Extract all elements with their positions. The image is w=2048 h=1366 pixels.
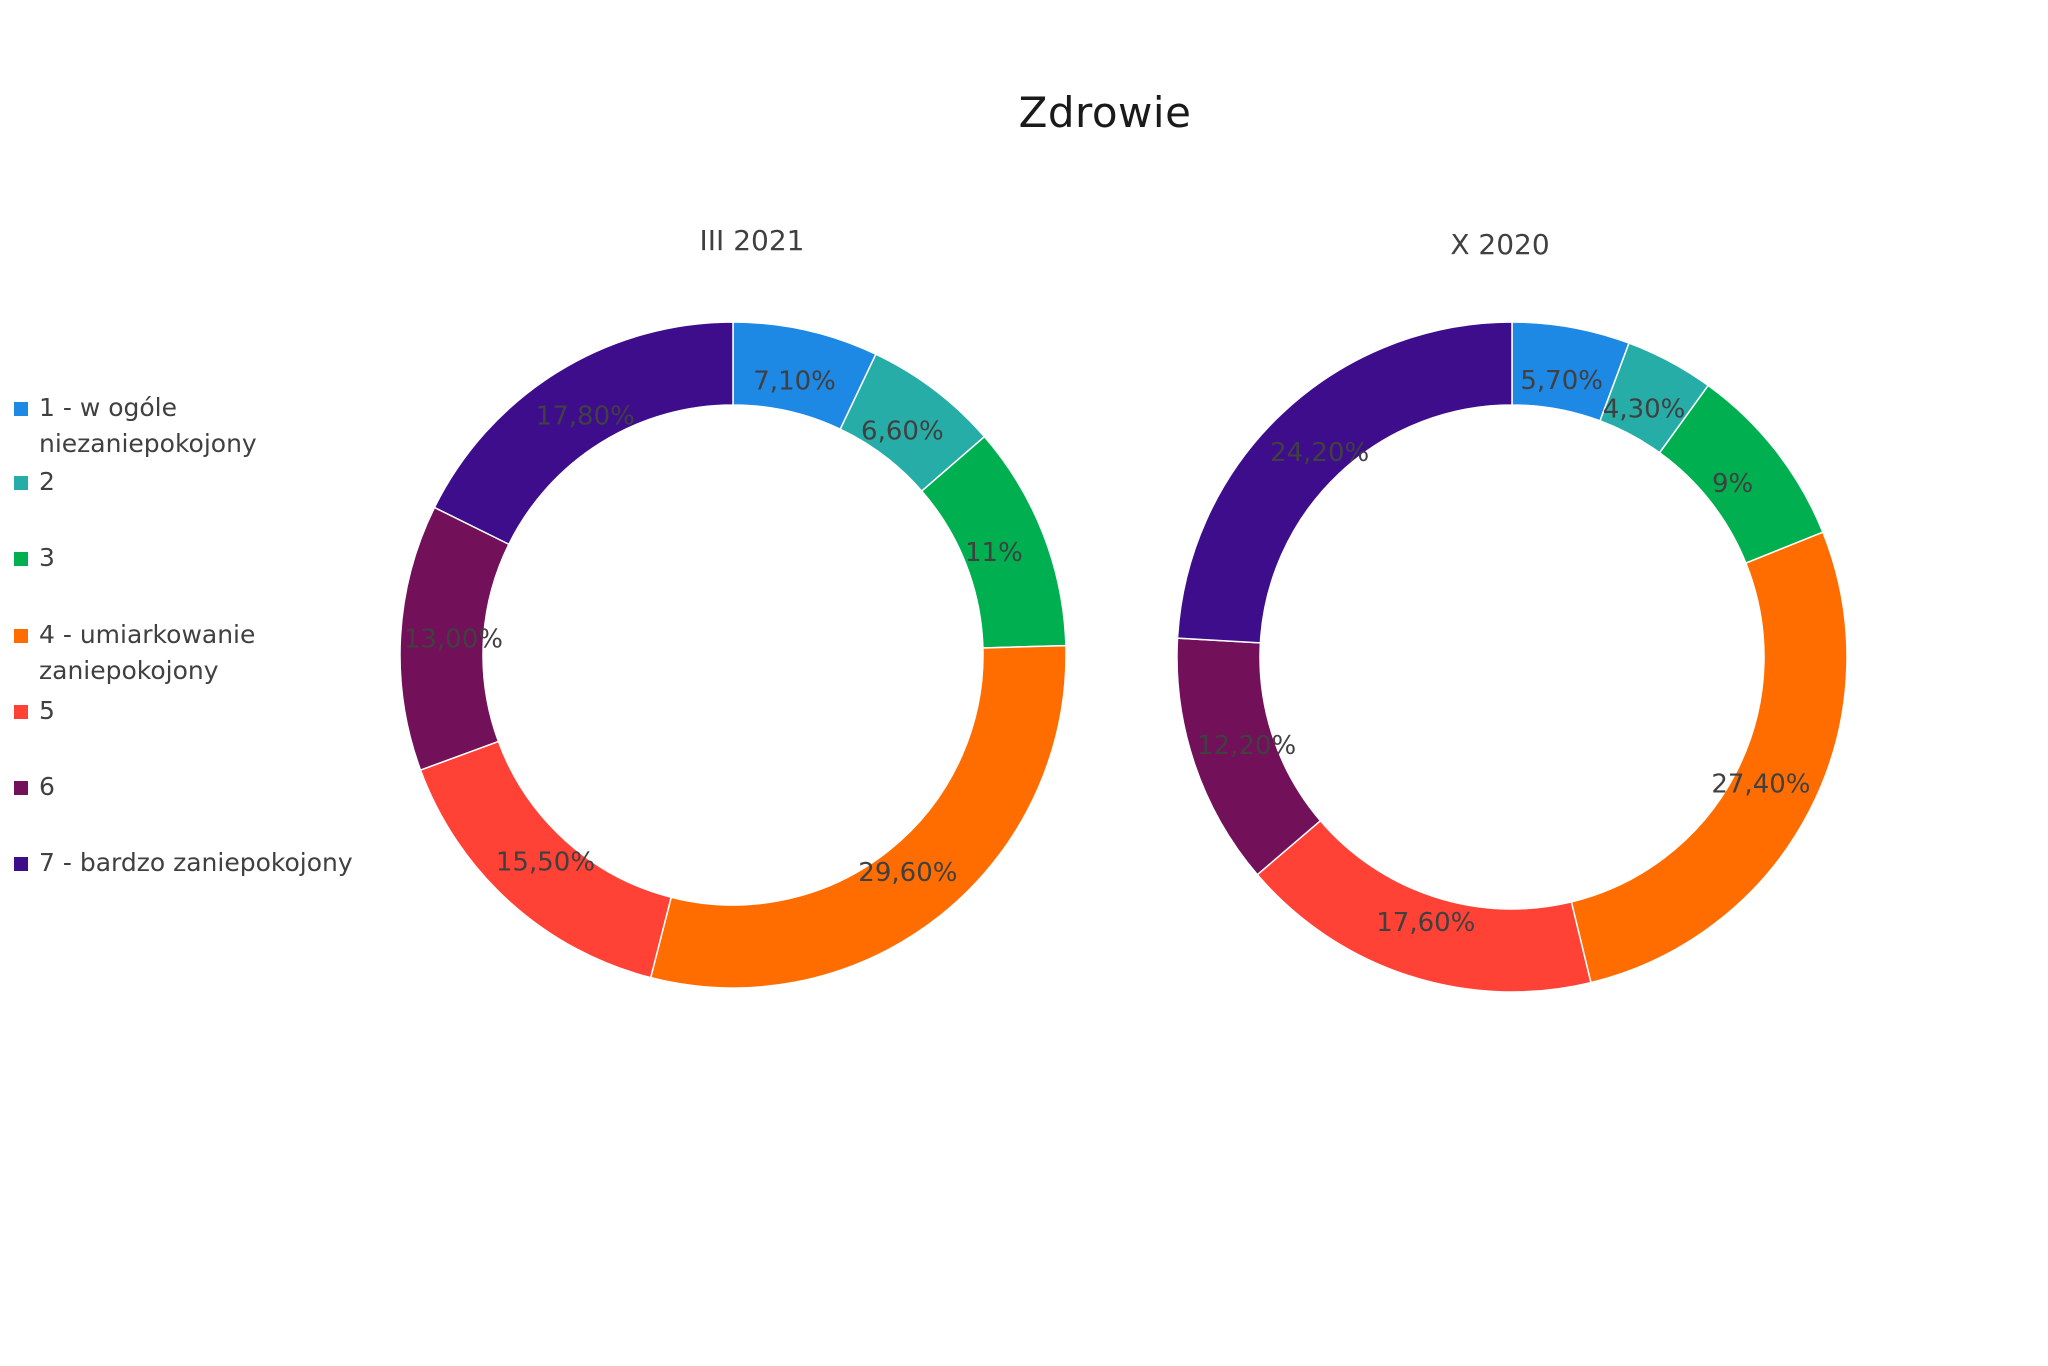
data-label-x-2020-5: 17,60% xyxy=(1376,908,1475,938)
data-label-iii-2021-3: 11% xyxy=(965,538,1023,568)
data-label-x-2020-4: 27,40% xyxy=(1711,770,1810,800)
legend-swatch-7 xyxy=(14,857,28,871)
legend-label-1: 1 - w ogóle niezaniepokojony xyxy=(39,393,257,458)
data-label-iii-2021-7: 17,80% xyxy=(536,402,635,432)
data-label-x-2020-7: 24,20% xyxy=(1270,438,1369,468)
data-label-iii-2021-5: 15,50% xyxy=(496,847,595,877)
chart-title: Zdrowie xyxy=(1018,88,1192,137)
legend-label-3: 3 xyxy=(39,543,55,572)
legend-label-7: 7 - bardzo zaniepokojony xyxy=(39,848,353,877)
legend-item-1: 1 - w ogóle niezaniepokojony xyxy=(14,390,354,462)
legend-swatch-1 xyxy=(14,402,28,416)
legend-item-3: 3 xyxy=(14,540,354,576)
donut-title-iii-2021: III 2021 xyxy=(699,224,805,257)
legend-item-4: 4 - umiarkowanie zaniepokojony xyxy=(14,617,354,689)
data-label-x-2020-6: 12,20% xyxy=(1197,731,1296,761)
slice-x-2020-4 xyxy=(1570,531,1848,984)
legend-label-6: 6 xyxy=(39,772,55,801)
legend-swatch-6 xyxy=(14,781,28,795)
donut-title-x-2020: X 2020 xyxy=(1450,228,1550,261)
data-label-x-2020-1: 5,70% xyxy=(1520,366,1603,396)
slice-iii-2021-4 xyxy=(649,644,1067,989)
legend-swatch-4 xyxy=(14,629,28,643)
legend-item-6: 6 xyxy=(14,769,354,805)
slice-x-2020-5 xyxy=(1256,819,1592,993)
data-label-iii-2021-4: 29,60% xyxy=(858,858,957,888)
legend-item-7: 7 - bardzo zaniepokojony xyxy=(14,845,354,881)
data-label-iii-2021-6: 13,00% xyxy=(404,625,503,655)
legend-label-5: 5 xyxy=(39,696,55,725)
legend-swatch-2 xyxy=(14,476,28,490)
legend-label-4: 4 - umiarkowanie zaniepokojony xyxy=(39,620,256,685)
slice-iii-2021-7 xyxy=(433,321,734,546)
legend-swatch-3 xyxy=(14,552,28,566)
data-label-iii-2021-1: 7,10% xyxy=(753,366,836,396)
data-label-x-2020-3: 9% xyxy=(1712,469,1753,499)
legend-item-2: 2 xyxy=(14,464,354,500)
data-label-iii-2021-2: 6,60% xyxy=(861,417,944,447)
legend-item-5: 5 xyxy=(14,693,354,729)
data-label-x-2020-2: 4,30% xyxy=(1603,395,1686,425)
legend-label-2: 2 xyxy=(39,467,55,496)
legend-swatch-5 xyxy=(14,705,28,719)
slice-x-2020-7 xyxy=(1176,321,1513,644)
